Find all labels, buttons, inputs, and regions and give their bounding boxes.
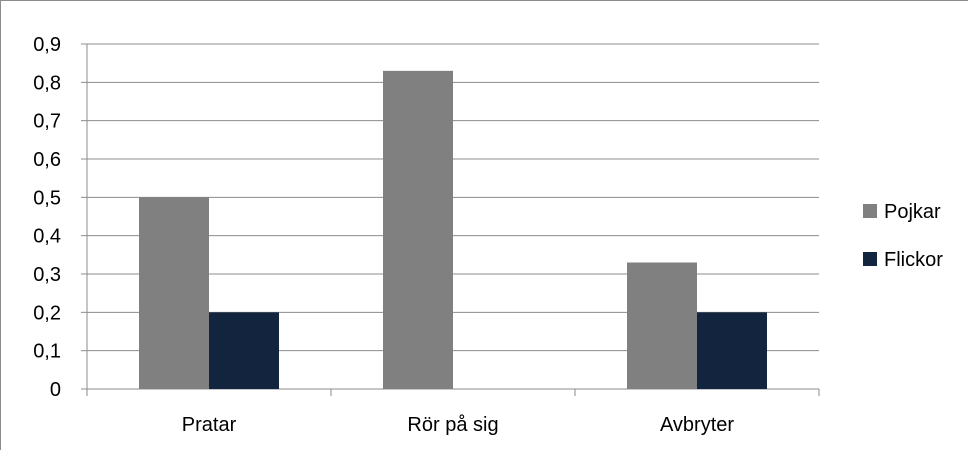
legend-swatch-pojkar (863, 204, 877, 218)
y-tick-label: 0,3 (33, 264, 61, 286)
bar-flickor-0 (209, 312, 279, 389)
bar-flickor-2 (697, 312, 767, 389)
legend-label-pojkar: Pojkar (884, 201, 941, 223)
y-tick-label: 0,6 (33, 149, 61, 171)
bar-pojkar-2 (627, 262, 697, 389)
x-category-label: Pratar (182, 414, 237, 436)
axis-labels: 0 0,1 0,2 0,3 0,4 0,5 0,6 0,7 0,8 0,9 Pratar Rör på… (33, 34, 734, 436)
y-tick-label: 0,4 (33, 226, 61, 248)
y-tick-label: 0,1 (33, 341, 61, 363)
y-tick-label: 0,2 (33, 302, 61, 324)
bar-pojkar-1 (383, 70, 453, 389)
legend-swatch-flickor (863, 252, 877, 266)
bars (139, 70, 767, 389)
y-tick-label: 0,5 (33, 187, 61, 209)
bar-pojkar-0 (139, 197, 209, 389)
y-tick-label: 0,9 (33, 34, 61, 56)
x-category-label: Avbryter (660, 414, 734, 436)
y-tick-label: 0 (50, 379, 61, 401)
y-tick-label: 0,8 (33, 72, 61, 94)
legend: Pojkar Flickor (863, 201, 943, 271)
y-tick-label: 0,7 (33, 111, 61, 133)
x-category-label: Rör på sig (407, 414, 498, 436)
legend-label-flickor: Flickor (884, 249, 943, 271)
